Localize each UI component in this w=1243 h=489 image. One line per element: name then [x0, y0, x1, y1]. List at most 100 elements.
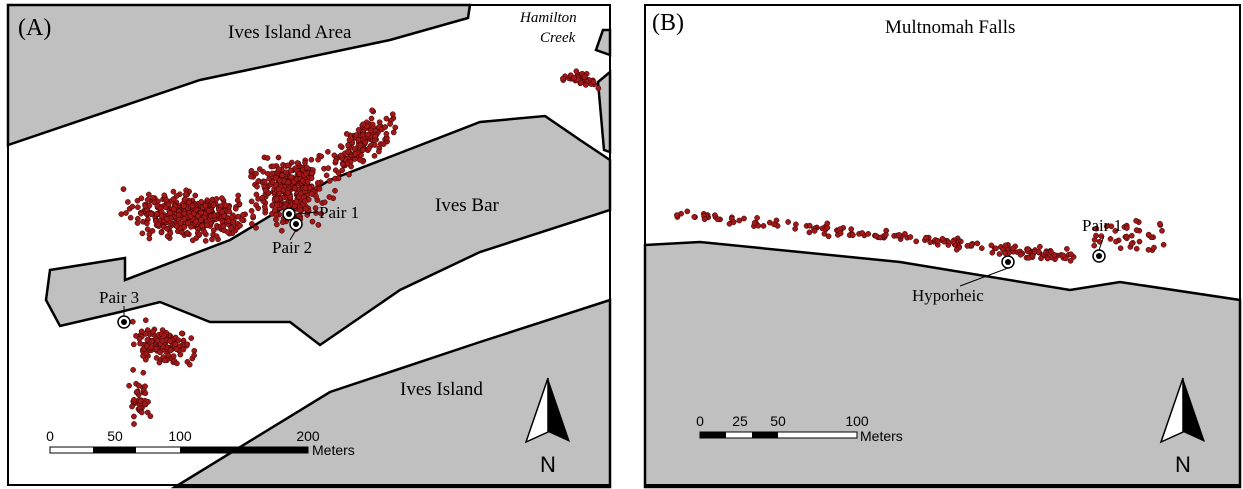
observation — [371, 142, 378, 148]
observation — [323, 172, 330, 179]
site-label: Pair 1 — [319, 203, 359, 222]
observation — [138, 409, 145, 416]
observation — [144, 226, 151, 233]
observation — [325, 165, 332, 171]
scale-unit: Meters — [860, 428, 903, 444]
observation — [355, 127, 362, 133]
observation — [371, 152, 378, 159]
observation — [302, 159, 308, 166]
observation — [993, 245, 999, 252]
observation — [253, 170, 259, 177]
observation — [202, 238, 209, 244]
observation — [130, 341, 137, 348]
observation — [165, 352, 172, 359]
observation — [343, 131, 350, 137]
observation — [376, 148, 382, 155]
observation — [239, 217, 245, 223]
observation — [192, 192, 199, 199]
observation — [130, 367, 136, 373]
site-label: Pair 2 — [272, 238, 312, 257]
north-arrow — [1159, 377, 1205, 444]
observation — [138, 210, 144, 217]
observation — [273, 221, 280, 228]
observation — [170, 206, 177, 213]
observation — [865, 231, 872, 237]
observation — [147, 413, 154, 420]
observation — [186, 361, 193, 368]
observation — [167, 210, 173, 216]
observation — [181, 224, 188, 230]
observation — [877, 234, 884, 241]
observation — [213, 233, 220, 240]
observation — [123, 210, 129, 216]
observation — [224, 229, 231, 235]
observation — [1048, 248, 1054, 255]
observation — [283, 169, 290, 176]
observation — [293, 198, 300, 205]
observation — [1145, 246, 1152, 253]
observation — [143, 350, 150, 357]
observation — [578, 79, 584, 86]
observation — [181, 210, 188, 217]
observation — [156, 359, 163, 366]
observation — [595, 85, 602, 92]
observation — [288, 174, 295, 181]
observation — [275, 166, 282, 173]
observations — [674, 208, 1167, 264]
observation — [392, 124, 399, 131]
observation — [273, 196, 280, 202]
panel-label: (A) — [18, 15, 51, 41]
observation — [182, 191, 189, 198]
place-label: Hamilton — [519, 10, 577, 26]
observation — [691, 214, 698, 220]
observation — [353, 132, 360, 138]
scale-label: 50 — [107, 428, 123, 444]
observation — [127, 214, 134, 221]
observation — [389, 111, 396, 118]
observation — [159, 337, 166, 344]
observation — [390, 129, 397, 136]
observation — [316, 186, 323, 192]
observation — [153, 346, 160, 352]
observation — [964, 243, 971, 249]
observation — [210, 202, 217, 208]
observation — [146, 202, 153, 209]
observation — [155, 221, 162, 228]
ives-island — [170, 298, 612, 489]
observation — [771, 221, 777, 228]
observation — [294, 160, 301, 166]
observation — [383, 115, 390, 122]
observation — [571, 74, 577, 81]
observation — [285, 162, 291, 169]
observation — [181, 203, 187, 209]
observation — [198, 209, 204, 216]
north-label: N — [1175, 452, 1191, 477]
observation — [793, 221, 799, 228]
place-label: Ives Island — [400, 379, 483, 400]
scale-label: 25 — [732, 413, 748, 429]
observation — [154, 337, 161, 344]
observation — [837, 230, 844, 237]
observation — [684, 208, 691, 215]
observation — [303, 164, 310, 171]
observation — [185, 220, 191, 227]
observation — [848, 226, 855, 232]
observation — [332, 187, 338, 194]
land — [643, 240, 1242, 489]
observation — [730, 219, 737, 226]
observation — [253, 202, 259, 208]
observation — [184, 230, 191, 236]
observation — [135, 382, 142, 389]
observation — [978, 245, 985, 252]
observation — [276, 177, 283, 184]
observation — [773, 217, 780, 224]
observation — [380, 141, 387, 147]
site-label: Hyporheic — [912, 286, 984, 305]
observation — [191, 352, 197, 359]
observation — [318, 210, 325, 217]
observation — [181, 215, 188, 222]
observation — [250, 213, 256, 220]
observation — [161, 332, 167, 339]
scale-label: 100 — [845, 413, 869, 429]
observation — [278, 227, 285, 234]
